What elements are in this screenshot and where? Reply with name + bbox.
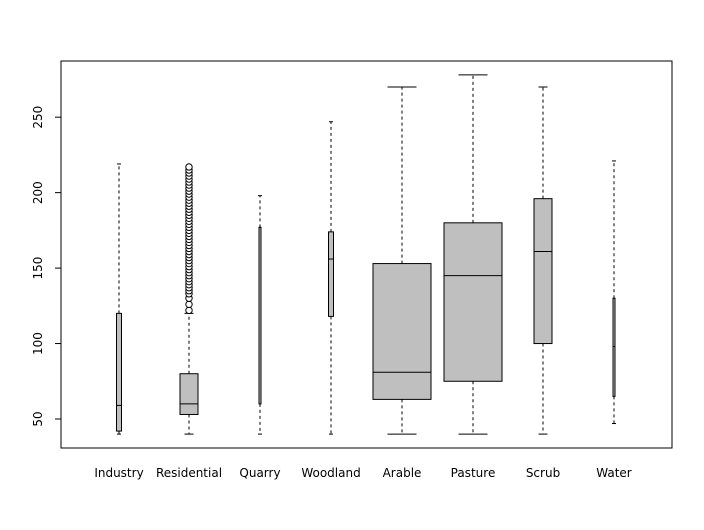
- box-iqr: [612, 297, 616, 397]
- outlier-point: [185, 163, 193, 171]
- x-category-label: Scrub: [526, 466, 560, 480]
- plot-frame: [60, 60, 673, 449]
- x-category-label: Woodland: [301, 466, 360, 480]
- x-category-label: Water: [596, 466, 632, 480]
- box-iqr: [372, 263, 432, 400]
- y-tick-label: 50: [31, 411, 45, 426]
- box-iqr: [328, 231, 334, 317]
- outlier-point: [185, 300, 193, 309]
- y-tick-label: 200: [31, 181, 45, 204]
- x-category-label: Pasture: [451, 466, 496, 480]
- y-tick-label: 150: [31, 257, 45, 280]
- x-category-label: Residential: [156, 466, 222, 480]
- box-iqr: [179, 373, 199, 415]
- x-category-label: Industry: [94, 466, 143, 480]
- y-tick-label: 250: [31, 106, 45, 129]
- x-category-label: Quarry: [239, 466, 280, 480]
- x-category-label: Arable: [383, 466, 422, 480]
- y-tick-label: 100: [31, 332, 45, 355]
- box-iqr: [533, 198, 553, 345]
- box-iqr: [116, 312, 122, 432]
- box-iqr: [258, 226, 262, 405]
- outlier-point: [185, 306, 193, 315]
- box-iqr: [443, 222, 503, 382]
